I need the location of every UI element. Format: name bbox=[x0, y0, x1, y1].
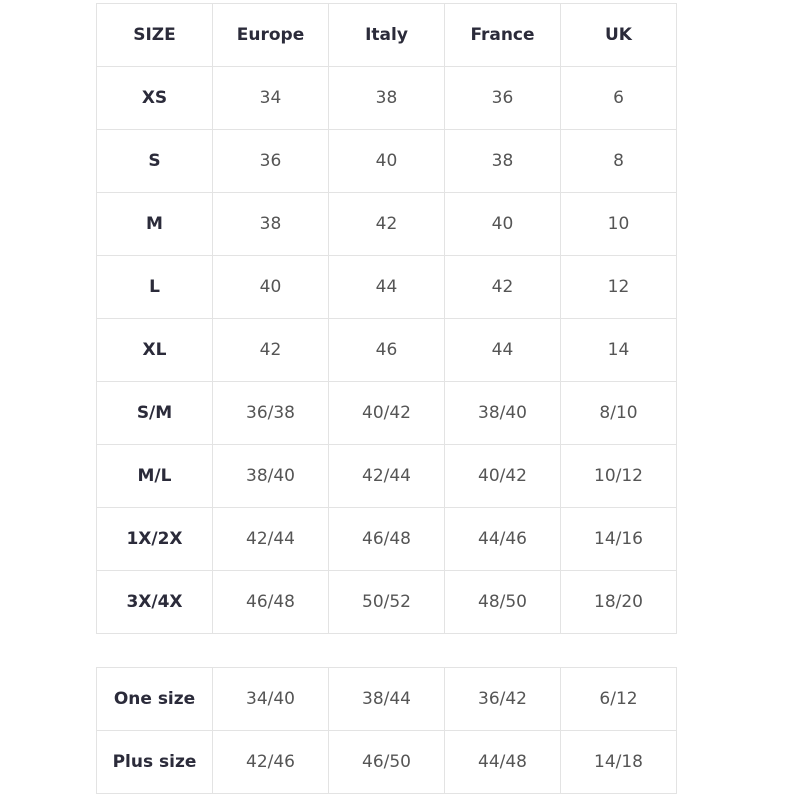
column-header: Europe bbox=[212, 3, 329, 67]
table-row: M/L 38/40 42/44 40/42 10/12 bbox=[96, 444, 677, 508]
size-value: 34/40 bbox=[212, 667, 329, 731]
size-value: 44/48 bbox=[444, 730, 561, 794]
size-value: 38/40 bbox=[212, 444, 329, 508]
header-row: SIZE Europe Italy France UK bbox=[96, 3, 677, 67]
size-value: 40 bbox=[212, 255, 329, 319]
size-value: 46/50 bbox=[328, 730, 445, 794]
size-value: 40 bbox=[328, 129, 445, 193]
size-value: 36/38 bbox=[212, 381, 329, 445]
size-label: S bbox=[96, 129, 213, 193]
size-value: 34 bbox=[212, 66, 329, 130]
column-header: UK bbox=[560, 3, 677, 67]
size-value: 50/52 bbox=[328, 570, 445, 634]
size-value: 36 bbox=[444, 66, 561, 130]
size-label: 3X/4X bbox=[96, 570, 213, 634]
size-label: XL bbox=[96, 318, 213, 382]
table-row: M 38 42 40 10 bbox=[96, 192, 677, 256]
table-row: S/M 36/38 40/42 38/40 8/10 bbox=[96, 381, 677, 445]
special-size-table: One size 34/40 38/44 36/42 6/12 Plus size 42/4… bbox=[96, 667, 677, 794]
size-value: 44 bbox=[444, 318, 561, 382]
size-label: L bbox=[96, 255, 213, 319]
size-value: 8/10 bbox=[560, 381, 677, 445]
size-value: 44 bbox=[328, 255, 445, 319]
size-value: 38 bbox=[444, 129, 561, 193]
size-value: 14/16 bbox=[560, 507, 677, 571]
size-label: S/M bbox=[96, 381, 213, 445]
size-value: 14 bbox=[560, 318, 677, 382]
table-row: XS 34 38 36 6 bbox=[96, 66, 677, 130]
size-label: Plus size bbox=[96, 730, 213, 794]
size-label: One size bbox=[96, 667, 213, 731]
size-value: 38 bbox=[328, 66, 445, 130]
column-header: Italy bbox=[328, 3, 445, 67]
size-value: 6/12 bbox=[560, 667, 677, 731]
size-value: 42/44 bbox=[328, 444, 445, 508]
size-value: 46 bbox=[328, 318, 445, 382]
size-value: 18/20 bbox=[560, 570, 677, 634]
size-label: M bbox=[96, 192, 213, 256]
size-value: 42/46 bbox=[212, 730, 329, 794]
size-value: 40 bbox=[444, 192, 561, 256]
size-value: 6 bbox=[560, 66, 677, 130]
size-value: 36/42 bbox=[444, 667, 561, 731]
column-header: SIZE bbox=[96, 3, 213, 67]
size-value: 40/42 bbox=[328, 381, 445, 445]
size-chart-table: SIZE Europe Italy France UK XS 34 38 36 6 S 36 40 38… bbox=[96, 3, 677, 634]
table-row: XL 42 46 44 14 bbox=[96, 318, 677, 382]
table-row: 3X/4X 46/48 50/52 48/50 18/20 bbox=[96, 570, 677, 634]
column-header: France bbox=[444, 3, 561, 67]
size-value: 8 bbox=[560, 129, 677, 193]
size-value: 38 bbox=[212, 192, 329, 256]
size-label: 1X/2X bbox=[96, 507, 213, 571]
size-value: 46/48 bbox=[212, 570, 329, 634]
size-label: XS bbox=[96, 66, 213, 130]
table-row: S 36 40 38 8 bbox=[96, 129, 677, 193]
table-row: Plus size 42/46 46/50 44/48 14/18 bbox=[96, 730, 677, 794]
size-value: 36 bbox=[212, 129, 329, 193]
table-row: 1X/2X 42/44 46/48 44/46 14/16 bbox=[96, 507, 677, 571]
size-value: 46/48 bbox=[328, 507, 445, 571]
size-value: 38/44 bbox=[328, 667, 445, 731]
size-value: 48/50 bbox=[444, 570, 561, 634]
size-value: 42 bbox=[212, 318, 329, 382]
size-value: 42 bbox=[444, 255, 561, 319]
size-value: 10/12 bbox=[560, 444, 677, 508]
size-value: 38/40 bbox=[444, 381, 561, 445]
size-value: 42 bbox=[328, 192, 445, 256]
size-value: 40/42 bbox=[444, 444, 561, 508]
size-value: 14/18 bbox=[560, 730, 677, 794]
size-value: 44/46 bbox=[444, 507, 561, 571]
size-value: 12 bbox=[560, 255, 677, 319]
size-label: M/L bbox=[96, 444, 213, 508]
size-value: 10 bbox=[560, 192, 677, 256]
table-row: One size 34/40 38/44 36/42 6/12 bbox=[96, 667, 677, 731]
size-value: 42/44 bbox=[212, 507, 329, 571]
table-row: L 40 44 42 12 bbox=[96, 255, 677, 319]
